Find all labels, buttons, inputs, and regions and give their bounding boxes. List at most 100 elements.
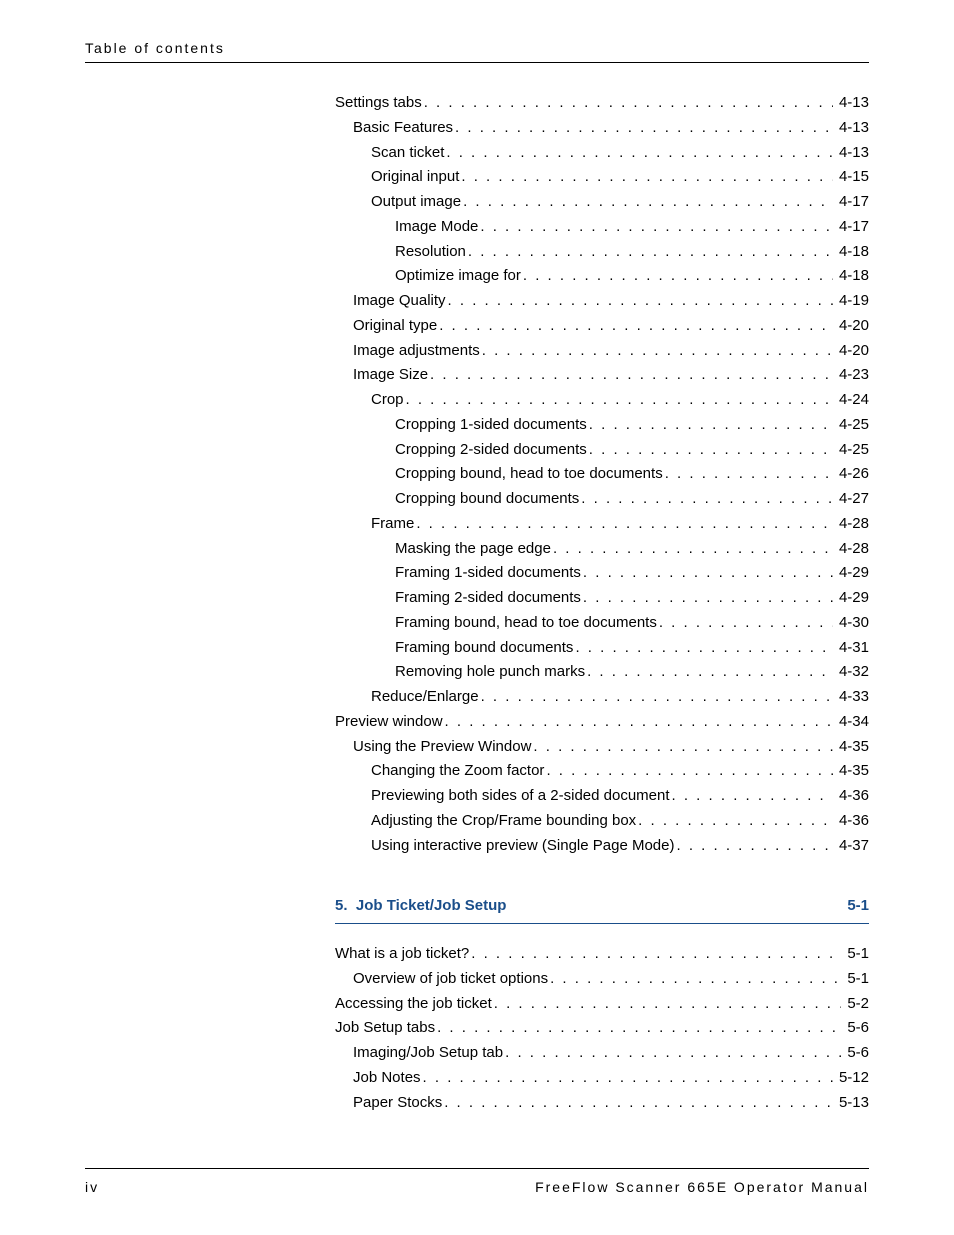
toc-entry-page: 4-19 [835,289,869,314]
toc-entry[interactable]: Resolution 4-18 [335,240,869,265]
toc-entry[interactable]: Framing bound, head to toe documents 4-3… [335,611,869,636]
toc-entry-label: Cropping 2-sided documents [395,438,587,463]
toc-entry-label: Original type [353,314,437,339]
toc-entry-page: 4-18 [835,240,869,265]
toc-leader-dots [533,735,833,760]
toc-entry-page: 4-30 [835,611,869,636]
toc-entry-label: Frame [371,512,414,537]
toc-entry-page: 4-20 [835,314,869,339]
toc-entry[interactable]: Removing hole punch marks 4-32 [335,660,869,685]
toc-leader-dots [581,487,833,512]
toc-leader-dots [550,967,841,992]
toc-entry[interactable]: Cropping bound documents 4-27 [335,487,869,512]
toc-entry-page: 4-17 [835,215,869,240]
toc-entry-label: Image Mode [395,215,478,240]
toc-entry[interactable]: Paper Stocks 5-13 [335,1091,869,1116]
toc-leader-dots [505,1041,841,1066]
toc-main-list: Settings tabs 4-13Basic Features 4-13Sca… [335,91,869,858]
toc-leader-dots [665,462,833,487]
toc-entry[interactable]: Imaging/Job Setup tab 5-6 [335,1041,869,1066]
toc-entry-label: Framing 2-sided documents [395,586,581,611]
toc-leader-dots [589,438,833,463]
toc-entry-page: 4-37 [835,834,869,859]
toc-entry-label: Output image [371,190,461,215]
toc-entry[interactable]: Image adjustments 4-20 [335,339,869,364]
toc-entry-label: Settings tabs [335,91,422,116]
toc-entry[interactable]: Masking the page edge 4-28 [335,537,869,562]
toc-entry[interactable]: Original input 4-15 [335,165,869,190]
toc-entry[interactable]: Previewing both sides of a 2-sided docum… [335,784,869,809]
toc-leader-dots [638,809,833,834]
toc-leader-dots [430,363,833,388]
toc-entry[interactable]: Output image 4-17 [335,190,869,215]
toc-entry-label: Cropping bound documents [395,487,579,512]
toc-entry[interactable]: Original type 4-20 [335,314,869,339]
toc-leader-dots [676,834,832,859]
toc-entry[interactable]: Adjusting the Crop/Frame bounding box 4-… [335,809,869,834]
toc-entry[interactable]: Changing the Zoom factor 4-35 [335,759,869,784]
toc-entry-page: 4-33 [835,685,869,710]
toc-entry-page: 5-1 [843,942,869,967]
toc-leader-dots [546,759,833,784]
toc-entry-label: Accessing the job ticket [335,992,492,1017]
toc-entry[interactable]: Image Quality 4-19 [335,289,869,314]
toc-entry-page: 5-13 [835,1091,869,1116]
toc-entry[interactable]: Frame 4-28 [335,512,869,537]
toc-entry-page: 4-32 [835,660,869,685]
toc-entry[interactable]: Optimize image for 4-18 [335,264,869,289]
toc-container: Settings tabs 4-13Basic Features 4-13Sca… [335,91,869,1115]
header-rule [85,62,869,63]
footer: iv FreeFlow Scanner 665E Operator Manual [85,1168,869,1195]
toc-entry[interactable]: Job Notes 5-12 [335,1066,869,1091]
toc-entry[interactable]: Preview window 4-34 [335,710,869,735]
chapter-title[interactable]: 5. Job Ticket/Job Setup [335,894,506,919]
toc-entry[interactable]: Using the Preview Window 4-35 [335,735,869,760]
toc-entry-label: Cropping 1-sided documents [395,413,587,438]
toc-leader-dots [482,339,833,364]
toc-entry-label: Optimize image for [395,264,521,289]
toc-entry[interactable]: Cropping 2-sided documents 4-25 [335,438,869,463]
toc-entry-label: Image adjustments [353,339,480,364]
toc-leader-dots [424,91,833,116]
toc-entry[interactable]: Cropping 1-sided documents 4-25 [335,413,869,438]
toc-entry[interactable]: Job Setup tabs 5-6 [335,1016,869,1041]
toc-entry[interactable]: Cropping bound, head to toe documents 4-… [335,462,869,487]
toc-entry[interactable]: Framing 1-sided documents 4-29 [335,561,869,586]
toc-entry-page: 4-15 [835,165,869,190]
toc-entry-page: 4-25 [835,438,869,463]
toc-entry[interactable]: Basic Features 4-13 [335,116,869,141]
toc-entry[interactable]: Framing bound documents 4-31 [335,636,869,661]
toc-entry-page: 4-24 [835,388,869,413]
footer-rule [85,1168,869,1169]
toc-entry[interactable]: What is a job ticket? 5-1 [335,942,869,967]
toc-entry-page: 4-29 [835,586,869,611]
toc-entry[interactable]: Framing 2-sided documents 4-29 [335,586,869,611]
toc-entry-label: What is a job ticket? [335,942,469,967]
toc-entry[interactable]: Accessing the job ticket 5-2 [335,992,869,1017]
toc-entry-page: 5-12 [835,1066,869,1091]
toc-leader-dots [437,1016,841,1041]
toc-entry-label: Resolution [395,240,466,265]
toc-entry[interactable]: Settings tabs 4-13 [335,91,869,116]
toc-entry[interactable]: Image Mode 4-17 [335,215,869,240]
toc-entry-label: Framing bound documents [395,636,573,661]
toc-entry-page: 4-13 [835,91,869,116]
toc-leader-dots [446,141,833,166]
toc-entry-label: Preview window [335,710,443,735]
toc-leader-dots [406,388,833,413]
toc-entry[interactable]: Image Size 4-23 [335,363,869,388]
toc-leader-dots [583,586,833,611]
toc-entry-page: 4-31 [835,636,869,661]
toc-entry[interactable]: Crop 4-24 [335,388,869,413]
toc-leader-dots [445,710,833,735]
toc-entry-page: 5-6 [843,1016,869,1041]
toc-entry-page: 4-18 [835,264,869,289]
toc-entry[interactable]: Scan ticket 4-13 [335,141,869,166]
toc-entry-label: Overview of job ticket options [353,967,548,992]
toc-entry[interactable]: Using interactive preview (Single Page M… [335,834,869,859]
toc-entry-label: Basic Features [353,116,453,141]
toc-leader-dots [553,537,833,562]
toc-entry[interactable]: Overview of job ticket options 5-1 [335,967,869,992]
toc-entry[interactable]: Reduce/Enlarge 4-33 [335,685,869,710]
toc-entry-page: 4-13 [835,116,869,141]
